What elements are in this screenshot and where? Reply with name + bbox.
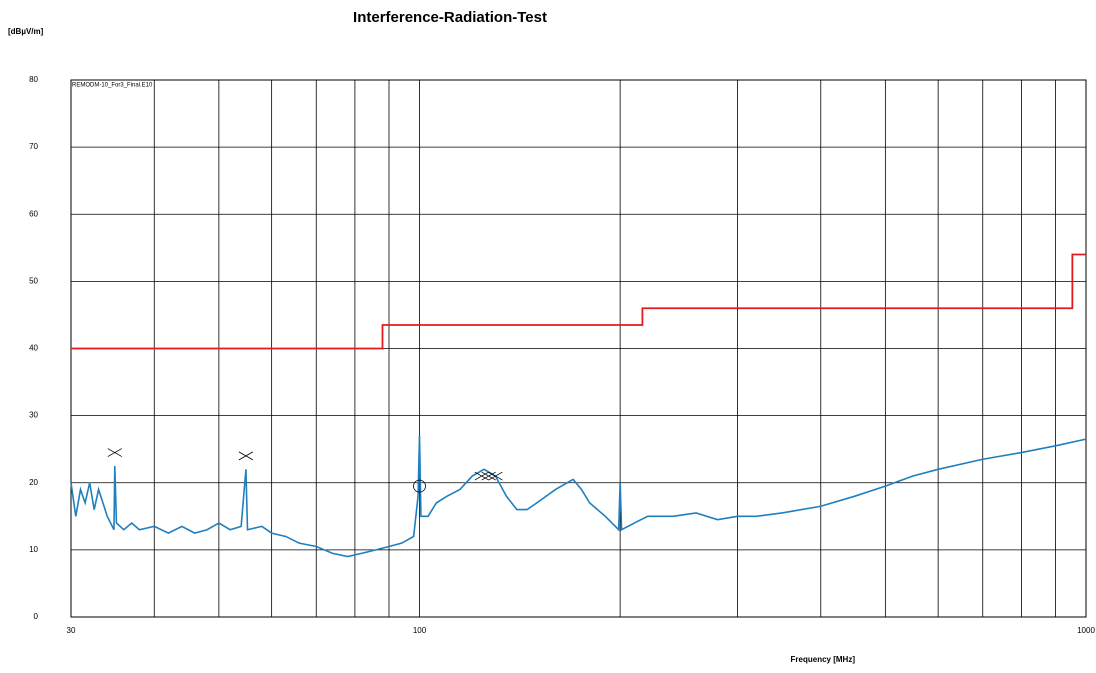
y-tick-label: 30 — [29, 411, 38, 420]
y-tick-label: 70 — [29, 142, 38, 151]
peak-marker — [481, 471, 496, 481]
y-tick-label: 10 — [29, 545, 38, 554]
y-tick-label: 20 — [29, 478, 38, 487]
peak-marker — [474, 471, 489, 481]
peak-marker — [107, 448, 122, 457]
x-axis-label: Frequency [MHz] — [791, 655, 856, 664]
peak-marker — [238, 451, 254, 461]
series-line — [71, 253, 1086, 350]
quasi-peak-marker — [413, 479, 426, 493]
peak-marker — [488, 471, 503, 481]
annotation: REMODM-10_For3_Final.E10 — [72, 83, 153, 89]
x-tick-label: 30 — [67, 626, 76, 635]
x-tick-label: 1000 — [1077, 626, 1095, 635]
y-axis-label: [dBµV/m] — [8, 27, 44, 36]
y-tick-label: 40 — [29, 344, 38, 353]
x-tick-label: 100 — [413, 626, 427, 635]
y-tick-label: 60 — [29, 209, 38, 218]
y-tick-label: 80 — [29, 75, 38, 84]
chart-title: Interference-Radiation-Test — [353, 9, 547, 26]
y-tick-label: 0 — [34, 612, 39, 621]
series-line — [70, 435, 1087, 558]
y-tick-label: 50 — [29, 276, 38, 285]
